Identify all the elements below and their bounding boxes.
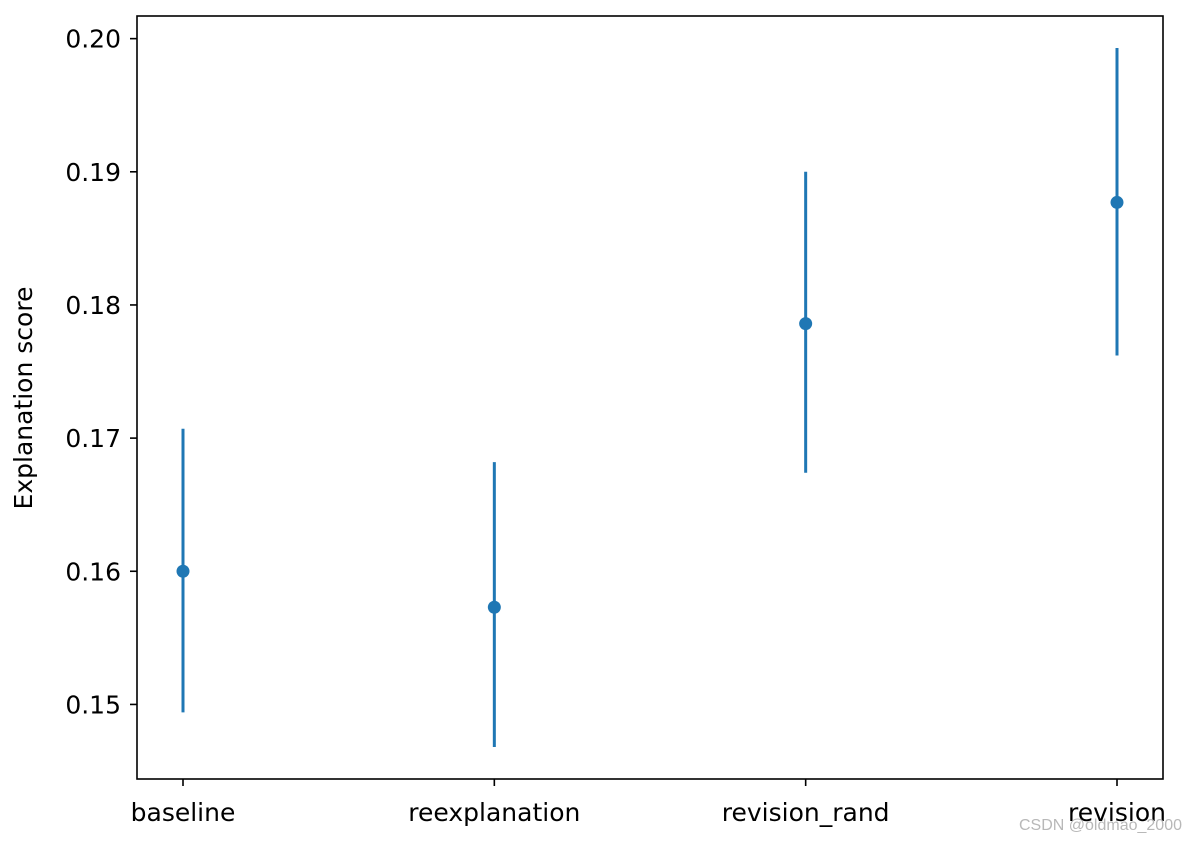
data-point	[1110, 195, 1124, 209]
y-tick-label: 0.18	[65, 291, 121, 320]
x-tick-label: revision_rand	[722, 798, 890, 827]
x-tick-label: baseline	[131, 798, 236, 827]
x-tick-label: reexplanation	[408, 798, 580, 827]
y-axis-label: Explanation score	[9, 287, 38, 510]
error-bar-marks	[176, 47, 1124, 748]
y-tick-label: 0.16	[65, 557, 121, 586]
x-tick-label: revision	[1068, 798, 1166, 827]
y-axis: 0.15 0.16 0.17 0.18 0.19 0.20	[65, 25, 137, 719]
y-tick-label: 0.19	[65, 158, 121, 187]
y-tick-label: 0.17	[65, 424, 121, 453]
data-point	[176, 564, 190, 578]
data-point	[799, 317, 813, 331]
plot-area	[137, 16, 1163, 779]
data-point	[487, 600, 501, 614]
x-axis: baseline reexplanation revision_rand revisi…	[131, 779, 1166, 827]
y-tick-label: 0.20	[65, 25, 121, 54]
y-tick-label: 0.15	[65, 690, 121, 719]
plot-frame	[136, 15, 1164, 780]
watermark-text: CSDN @oldmao_2000	[1019, 817, 1182, 834]
